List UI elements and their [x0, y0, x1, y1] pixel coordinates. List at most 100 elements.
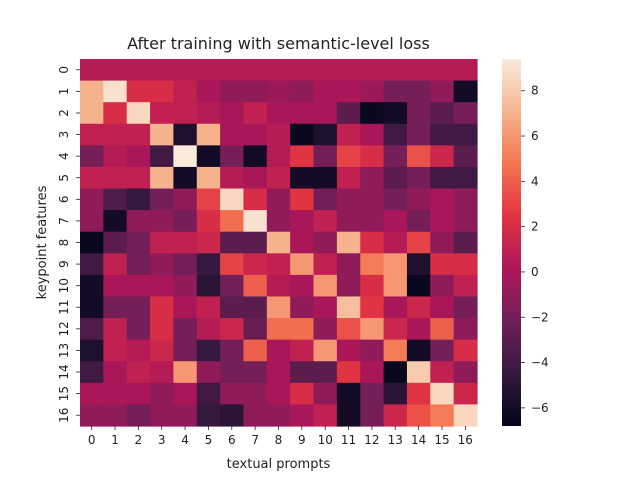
heatmap-cell — [430, 145, 455, 168]
heatmap-cell — [406, 253, 431, 276]
heatmap-cell — [126, 296, 151, 319]
heatmap-cell — [313, 188, 338, 211]
heatmap-cell — [196, 123, 221, 146]
heatmap-cell — [243, 339, 268, 362]
heatmap-cell — [383, 404, 408, 427]
heatmap-cell — [103, 296, 128, 319]
y-tick-label: 12 — [57, 321, 71, 336]
heatmap-cell — [150, 145, 175, 168]
heatmap-cell — [103, 145, 128, 168]
heatmap-cell — [266, 296, 291, 319]
heatmap-cell — [313, 404, 338, 427]
x-tick-label: 10 — [318, 433, 333, 447]
x-tick-label: 12 — [364, 433, 379, 447]
heatmap-cell — [290, 123, 315, 146]
heatmap-cell — [80, 339, 104, 362]
heatmap-cell — [290, 80, 315, 103]
heatmap-cell — [360, 274, 385, 298]
heatmap-cell — [313, 80, 338, 103]
heatmap-cell — [360, 188, 385, 211]
heatmap-cell — [80, 80, 104, 103]
heatmap-cell — [196, 253, 221, 276]
heatmap-cell — [313, 210, 338, 233]
heatmap-cell — [243, 231, 268, 254]
x-tick-label: 2 — [135, 433, 143, 447]
heatmap-cell — [220, 80, 245, 103]
heatmap-cell — [220, 296, 245, 319]
heatmap-cell — [360, 145, 385, 168]
heatmap-cell — [383, 318, 408, 341]
heatmap-cell — [150, 274, 175, 298]
heatmap-cell — [290, 382, 315, 406]
heatmap-cell — [220, 361, 245, 384]
heatmap-cell — [80, 274, 104, 298]
heatmap-cell — [336, 231, 361, 254]
heatmap-cell — [290, 361, 315, 384]
y-tick-label: 14 — [57, 364, 71, 379]
heatmap-cell — [243, 59, 268, 82]
heatmap-cell — [220, 210, 245, 233]
heatmap-cell — [220, 123, 245, 146]
heatmap-cell — [383, 166, 408, 190]
heatmap-cell — [266, 318, 291, 341]
heatmap-cell — [453, 296, 478, 319]
heatmap-cell — [360, 339, 385, 362]
y-tick-label: 15 — [57, 386, 71, 401]
y-tick-label: 4 — [57, 152, 71, 160]
heatmap-cell — [313, 382, 338, 406]
heatmap-cell — [196, 59, 221, 82]
heatmap-cell — [173, 145, 198, 168]
heatmap-cell — [243, 318, 268, 341]
heatmap-cell — [453, 123, 478, 146]
x-tick-label: 1 — [111, 433, 119, 447]
heatmap-cell — [150, 231, 175, 254]
colorbar-tick-label: 8 — [531, 84, 539, 98]
colorbar-ticks: 8 6 4 2 0 −2 −4 −6 — [521, 84, 549, 415]
heatmap-cell — [406, 102, 431, 125]
heatmap-cell — [150, 188, 175, 211]
heatmap-cell — [360, 382, 385, 406]
x-tick-label: 13 — [388, 433, 403, 447]
heatmap-cell — [220, 59, 245, 82]
heatmap-cell — [313, 318, 338, 341]
heatmap-cell — [383, 382, 408, 406]
heatmap-cell — [243, 361, 268, 384]
y-tick-label: 1 — [57, 88, 71, 96]
heatmap-cell — [266, 339, 291, 362]
heatmap-cell — [406, 59, 431, 82]
heatmap-cell — [103, 123, 128, 146]
heatmap-cell — [196, 145, 221, 168]
heatmap-cell — [126, 80, 151, 103]
colorbar-tick-label: −2 — [531, 310, 549, 324]
heatmap-cell — [173, 123, 198, 146]
heatmap-cell — [243, 166, 268, 190]
heatmap-cell — [266, 210, 291, 233]
heatmap-cell — [196, 102, 221, 125]
heatmap-cell — [173, 253, 198, 276]
heatmap-cell — [243, 102, 268, 125]
x-tick-label: 14 — [411, 433, 426, 447]
heatmap-cell — [80, 404, 104, 427]
y-tick-label: 6 — [57, 196, 71, 204]
heatmap-cell — [103, 231, 128, 254]
heatmap-cell — [453, 166, 478, 190]
heatmap-cell — [126, 382, 151, 406]
heatmap-cell — [290, 318, 315, 341]
heatmap-cell — [80, 231, 104, 254]
heatmap-cell — [313, 102, 338, 125]
heatmap-cell — [103, 382, 128, 406]
x-tick-label: 7 — [251, 433, 259, 447]
heatmap-cell — [430, 274, 455, 298]
heatmap-cell — [266, 145, 291, 168]
heatmap-cell — [430, 339, 455, 362]
heatmap-cell — [360, 102, 385, 125]
heatmap-cell — [80, 361, 104, 384]
x-tick-label: 3 — [158, 433, 166, 447]
chart-title: After training with semantic-level loss — [127, 34, 430, 53]
heatmap-cell — [150, 318, 175, 341]
heatmap-cell — [406, 339, 431, 362]
heatmap-cell — [150, 102, 175, 125]
heatmap-cell — [150, 123, 175, 146]
heatmap-cell — [196, 188, 221, 211]
y-tick-label: 5 — [57, 174, 71, 182]
